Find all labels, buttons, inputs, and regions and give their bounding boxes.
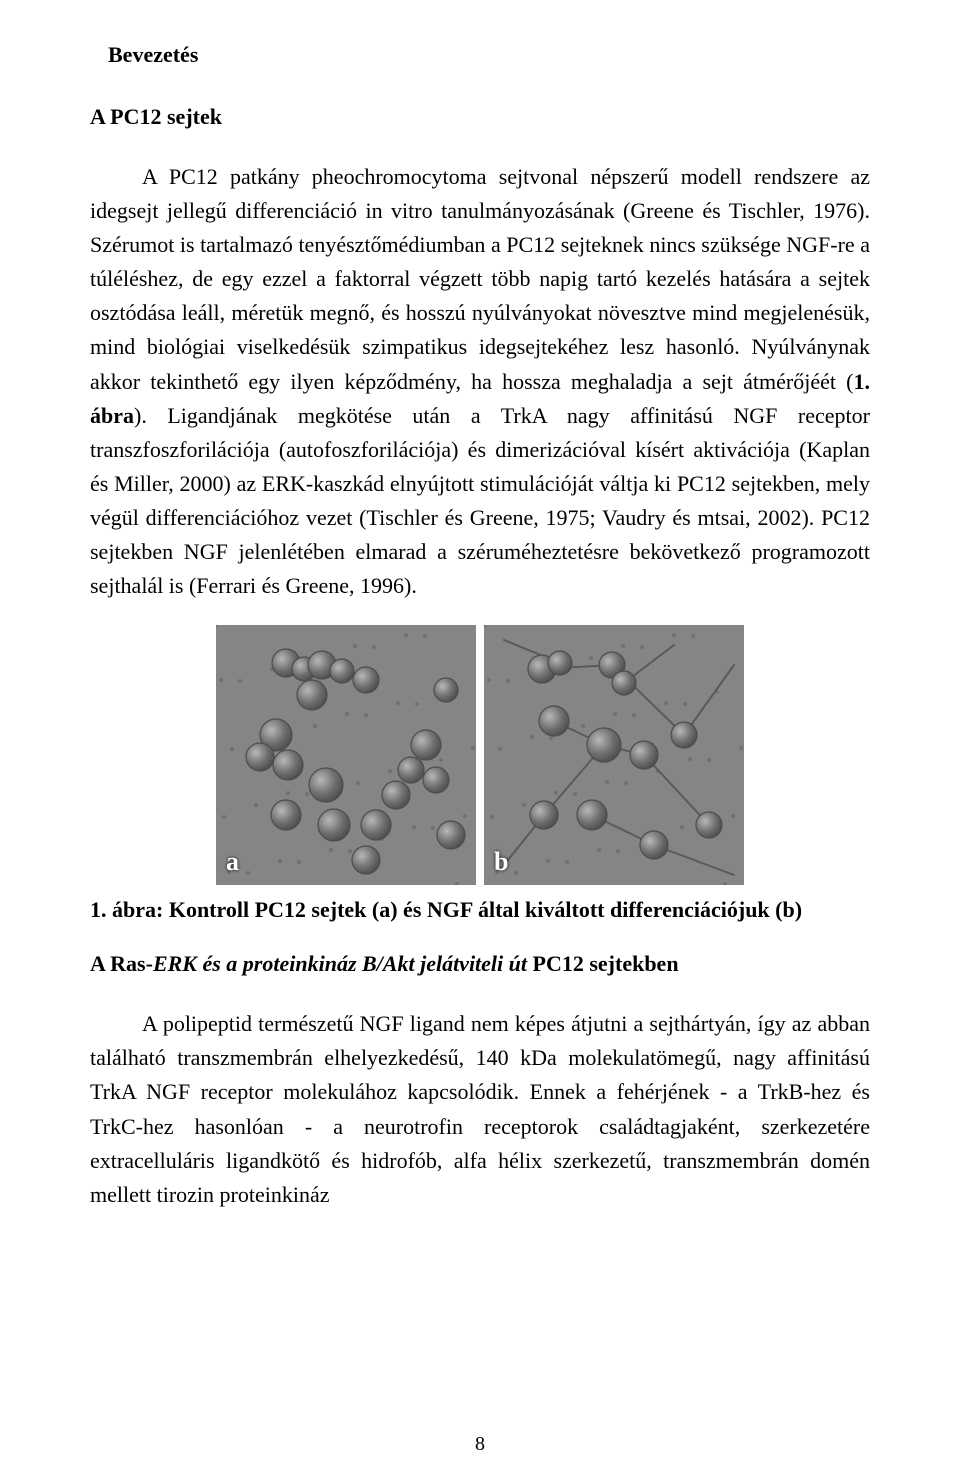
- figure-caption: 1. ábra: Kontroll PC12 sejtek (a) és NGF…: [90, 897, 870, 923]
- heading-ras-erk: A Ras-ERK és a proteinkináz B/Akt jelátv…: [90, 951, 870, 977]
- heading-pc12-sejtek: A PC12 sejtek: [90, 104, 870, 130]
- panel-label-b: b: [494, 847, 508, 877]
- heading-ras-erk-mid: és a proteinkináz B/Akt jelátviteli út: [197, 951, 533, 976]
- heading-ras-erk-erk: ERK: [153, 951, 197, 976]
- heading-ras-erk-tail: PC12 sejtekben: [533, 951, 679, 976]
- page: Bevezetés A PC12 sejtek A PC12 patkány p…: [0, 0, 960, 1476]
- paragraph-1: A PC12 patkány pheochromocytoma sejtvona…: [90, 160, 870, 603]
- page-number: 8: [0, 1433, 960, 1456]
- figure-panel-a: a: [216, 625, 476, 885]
- paragraph-2: A polipeptid természetű NGF ligand nem k…: [90, 1007, 870, 1212]
- paragraph-1-text-b: ). Ligandjának megkötése után a TrkA nag…: [90, 403, 870, 598]
- heading-ras-erk-prefix: A Ras-: [90, 951, 153, 976]
- figure-row: a b: [90, 625, 870, 885]
- figure-panel-b: b: [484, 625, 744, 885]
- paragraph-1-text-a: A PC12 patkány pheochromocytoma sejtvona…: [90, 164, 870, 394]
- heading-bevezetes: Bevezetés: [108, 42, 870, 68]
- panel-label-a: a: [226, 847, 239, 877]
